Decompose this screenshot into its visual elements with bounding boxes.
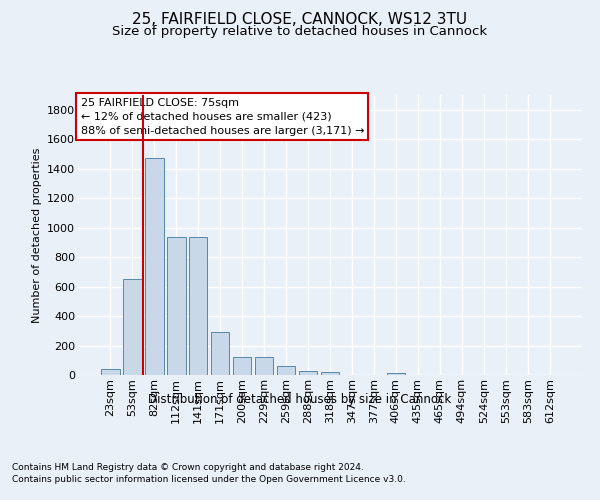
Bar: [386, 373, 405, 375]
Bar: [299, 372, 317, 375]
Bar: [233, 356, 251, 375]
Bar: [145, 158, 164, 375]
Bar: [189, 237, 208, 375]
Text: Contains public sector information licensed under the Open Government Licence v3: Contains public sector information licen…: [12, 475, 406, 484]
Bar: [123, 279, 142, 375]
Bar: [101, 369, 119, 375]
Text: Distribution of detached houses by size in Cannock: Distribution of detached houses by size …: [148, 392, 452, 406]
Text: Contains HM Land Registry data © Crown copyright and database right 2024.: Contains HM Land Registry data © Crown c…: [12, 462, 364, 471]
Text: 25 FAIRFIELD CLOSE: 75sqm
← 12% of detached houses are smaller (423)
88% of semi: 25 FAIRFIELD CLOSE: 75sqm ← 12% of detac…: [80, 98, 364, 136]
Text: Size of property relative to detached houses in Cannock: Size of property relative to detached ho…: [112, 25, 488, 38]
Bar: [167, 237, 185, 375]
Y-axis label: Number of detached properties: Number of detached properties: [32, 148, 41, 322]
Bar: [255, 356, 274, 375]
Bar: [277, 366, 295, 375]
Bar: [211, 332, 229, 375]
Bar: [320, 372, 340, 375]
Text: 25, FAIRFIELD CLOSE, CANNOCK, WS12 3TU: 25, FAIRFIELD CLOSE, CANNOCK, WS12 3TU: [133, 12, 467, 28]
